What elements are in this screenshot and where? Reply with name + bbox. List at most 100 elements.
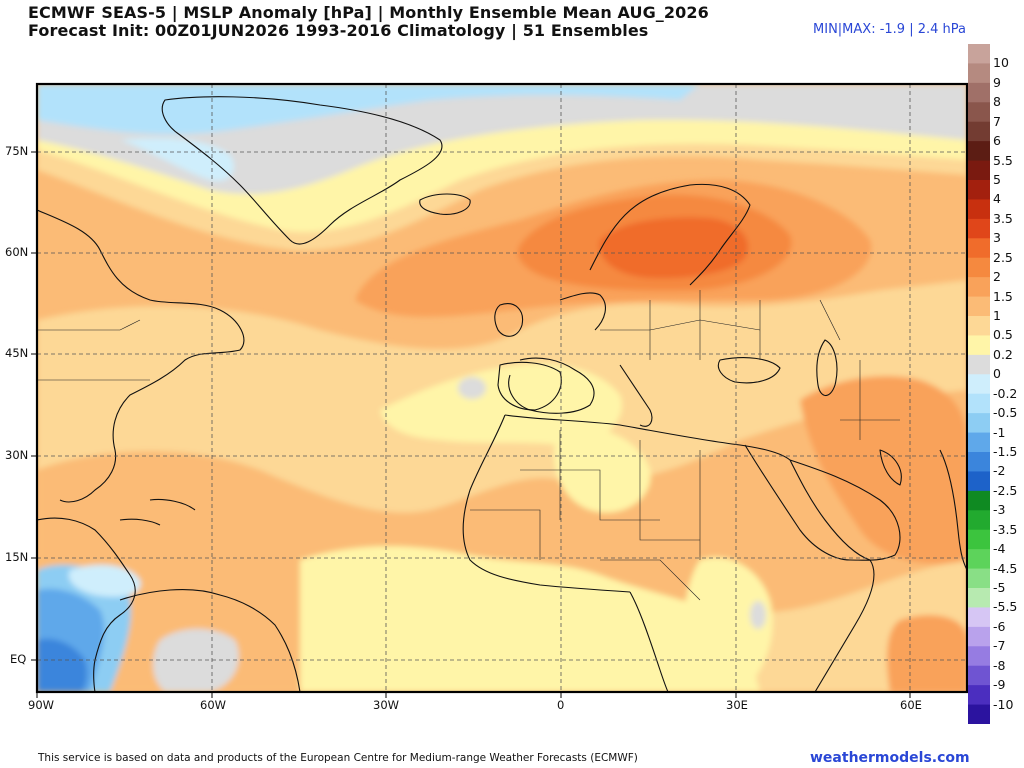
field-0.2-to-0.5-sahara bbox=[554, 427, 651, 513]
colorbar-tick-label: 2 bbox=[993, 269, 1001, 285]
colorbar-swatch bbox=[968, 82, 990, 103]
colorbar-swatch bbox=[968, 316, 990, 337]
map-frame bbox=[35, 82, 969, 694]
map-title: ECMWF SEAS-5 | MSLP Anomaly [hPa] | Mont… bbox=[28, 3, 709, 22]
colorbar-swatch bbox=[968, 63, 990, 84]
colorbar-tick-label: -6 bbox=[993, 618, 1006, 634]
colorbar-swatch bbox=[968, 121, 990, 142]
colorbar-tick-label: 7 bbox=[993, 113, 1001, 129]
field-neg0.2-baffin bbox=[120, 138, 234, 181]
field-1-to-1.5-south bbox=[37, 390, 967, 692]
colorbar-swatch bbox=[968, 529, 990, 550]
lon-label-60w: 60W bbox=[200, 698, 227, 712]
colorbar-swatch bbox=[968, 238, 990, 259]
colorbar-tick-label: -3.5 bbox=[993, 521, 1018, 537]
colorbar-swatch bbox=[968, 141, 990, 162]
lon-label-60e: 60E bbox=[900, 698, 922, 712]
colorbar-tick-label: 4 bbox=[993, 191, 1001, 207]
map-subtitle: Forecast Init: 00Z01JUN2026 1993-2016 Cl… bbox=[28, 21, 649, 40]
colorbar-tick-label: -10 bbox=[993, 696, 1014, 712]
colorbar-tick-label: -1 bbox=[993, 424, 1006, 440]
colorbar-swatch bbox=[968, 335, 990, 356]
lon-label-90w: 90W bbox=[28, 698, 55, 712]
field-1.5-east-africa bbox=[887, 615, 967, 692]
min-max-readout: MIN|MAX: -1.9 | 2.4 hPa bbox=[813, 22, 966, 37]
colorbar-swatch bbox=[968, 510, 990, 531]
colorbar-tick-label: 1 bbox=[993, 308, 1001, 323]
colorbar-swatch bbox=[968, 218, 990, 239]
lat-label-eq: EQ bbox=[10, 652, 27, 666]
colorbar-swatch bbox=[968, 296, 990, 317]
lat-label-45n: 45N bbox=[5, 346, 29, 360]
colorbar-swatch bbox=[968, 413, 990, 434]
colorbar-swatch bbox=[968, 588, 990, 609]
lat-label-60n: 60N bbox=[5, 245, 29, 259]
colorbar-tick-label: -0.5 bbox=[993, 405, 1018, 421]
colorbar-swatch bbox=[968, 354, 990, 375]
colorbar-swatch bbox=[968, 393, 990, 414]
colorbar-tick-label: -5.5 bbox=[993, 599, 1018, 615]
colorbar bbox=[968, 44, 990, 724]
field-neg2-pacific bbox=[37, 638, 88, 692]
colorbar-tick-label: 10 bbox=[993, 55, 1009, 71]
field-neg0.2-caribbean bbox=[68, 564, 141, 597]
lat-label-30n: 30N bbox=[5, 448, 29, 462]
field-1.5-arabia bbox=[800, 376, 967, 564]
lat-label-75n: 75N bbox=[5, 144, 29, 158]
colorbar-tick-label: 6 bbox=[993, 133, 1001, 149]
colorbar-tick-label: 1.5 bbox=[993, 288, 1013, 304]
field-0.2-to-0.5-eafrica bbox=[683, 557, 773, 692]
colorbar-swatch bbox=[968, 568, 990, 589]
colorbar-tick-label: 5 bbox=[993, 172, 1001, 187]
colorbar-swatch bbox=[968, 452, 990, 473]
colorbar-tick-label: -8 bbox=[993, 657, 1006, 673]
coastlines bbox=[37, 96, 967, 692]
colorbar-tick-label: 3.5 bbox=[993, 210, 1013, 226]
colorbar-tick-label: -2.5 bbox=[993, 482, 1018, 498]
colorbar-swatch bbox=[968, 44, 990, 65]
colorbar-swatch bbox=[968, 471, 990, 492]
field-0-azores bbox=[458, 377, 486, 399]
colorbar-swatch bbox=[968, 102, 990, 123]
colorbar-swatch bbox=[968, 432, 990, 453]
lon-label-30w: 30W bbox=[373, 698, 400, 712]
colorbar-tick-label: 9 bbox=[993, 74, 1001, 90]
country-borders bbox=[37, 290, 900, 601]
colorbar-tick-label: -3 bbox=[993, 502, 1006, 518]
colorbar-tick-label: 2.5 bbox=[993, 249, 1013, 265]
colorbar-swatch bbox=[968, 160, 990, 181]
colorbar-tick-label: 3 bbox=[993, 230, 1001, 246]
colorbar-swatch bbox=[968, 374, 990, 395]
brand-link[interactable]: weathermodels.com bbox=[810, 750, 970, 766]
axis-ticks bbox=[31, 151, 911, 698]
colorbar-tick-label: 5.5 bbox=[993, 152, 1013, 168]
colorbar-swatch bbox=[968, 180, 990, 201]
lat-label-15n: 15N bbox=[5, 550, 29, 564]
colorbar-swatch bbox=[968, 685, 990, 706]
colorbar-tick-label: -4.5 bbox=[993, 560, 1018, 576]
colorbar-swatch bbox=[968, 646, 990, 667]
field-0-amazon bbox=[153, 628, 239, 692]
colorbar-tick-label: -7 bbox=[993, 638, 1006, 654]
attribution-text: This service is based on data and produc… bbox=[38, 752, 638, 764]
colorbar-tick-label: 0.5 bbox=[993, 327, 1013, 343]
colorbar-tick-label: -4 bbox=[993, 541, 1006, 557]
colorbar-swatch bbox=[968, 199, 990, 220]
colorbar-tick-label: -9 bbox=[993, 677, 1006, 693]
colorbar-tick-label: -2 bbox=[993, 463, 1006, 479]
colorbar-swatch bbox=[968, 626, 990, 647]
colorbar-swatch bbox=[968, 277, 990, 298]
colorbar-swatch bbox=[968, 490, 990, 511]
field-0-lakevictoria bbox=[750, 601, 766, 629]
lon-label-30e: 30E bbox=[726, 698, 748, 712]
colorbar-tick-label: 0.2 bbox=[993, 346, 1013, 362]
colorbar-tick-label: -0.2 bbox=[993, 385, 1018, 401]
colorbar-swatch bbox=[968, 665, 990, 686]
colorbar-tick-label: 8 bbox=[993, 94, 1001, 110]
lon-label-0: 0 bbox=[557, 698, 565, 712]
gridlines bbox=[37, 84, 967, 692]
colorbar-tick-label: 0 bbox=[993, 366, 1001, 382]
colorbar-swatch bbox=[968, 607, 990, 628]
colorbar-tick-label: -1.5 bbox=[993, 444, 1018, 459]
